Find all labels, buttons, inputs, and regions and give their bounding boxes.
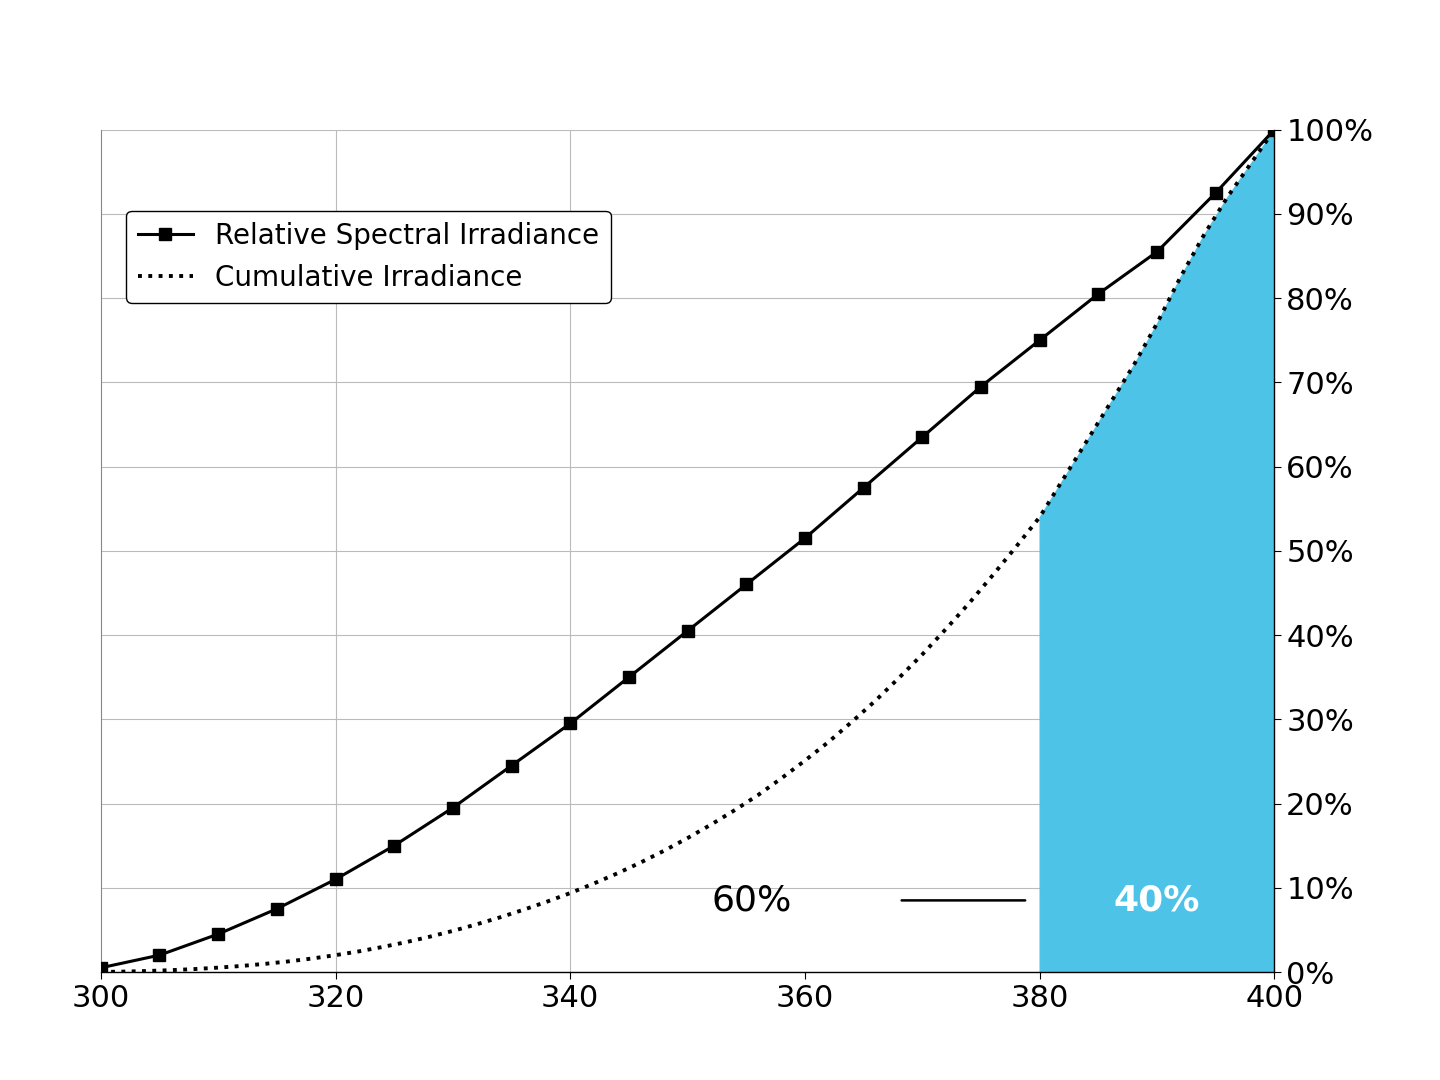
Relative Spectral Irradiance: [796, 531, 814, 544]
Relative Spectral Irradiance: [621, 671, 638, 684]
Relative Spectral Irradiance: [1207, 187, 1224, 200]
Relative Spectral Irradiance: [680, 624, 697, 637]
Cumulative Irradiance: [468, 918, 485, 931]
Relative Spectral Irradiance: [1031, 334, 1048, 347]
Cumulative Irradiance: [937, 623, 955, 636]
Relative Spectral Irradiance: [268, 903, 285, 916]
Relative Spectral Irradiance: [1090, 287, 1107, 300]
Relative Spectral Irradiance: [445, 801, 462, 814]
Relative Spectral Irradiance: [151, 948, 168, 961]
Relative Spectral Irradiance: [1266, 123, 1283, 136]
Relative Spectral Irradiance: [914, 431, 932, 444]
Relative Spectral Irradiance: [92, 961, 109, 974]
Relative Spectral Irradiance: [855, 482, 873, 495]
Relative Spectral Irradiance: [972, 380, 989, 393]
Line: Relative Spectral Irradiance: Relative Spectral Irradiance: [95, 123, 1280, 974]
Cumulative Irradiance: [867, 694, 884, 707]
Relative Spectral Irradiance: [503, 759, 520, 772]
Cumulative Irradiance: [92, 966, 109, 978]
Cumulative Irradiance: [445, 924, 462, 937]
Relative Spectral Irradiance: [210, 928, 228, 941]
Cumulative Irradiance: [1266, 123, 1283, 136]
Relative Spectral Irradiance: [562, 717, 579, 730]
Text: 40%: 40%: [1115, 883, 1200, 917]
Cumulative Irradiance: [1243, 157, 1260, 170]
Relative Spectral Irradiance: [1149, 245, 1166, 258]
Relative Spectral Irradiance: [386, 839, 403, 852]
Cumulative Irradiance: [350, 945, 367, 958]
Legend: Relative Spectral Irradiance, Cumulative Irradiance: Relative Spectral Irradiance, Cumulative…: [127, 211, 611, 303]
Text: 60%: 60%: [711, 883, 792, 917]
Relative Spectral Irradiance: [737, 578, 755, 591]
Line: Cumulative Irradiance: Cumulative Irradiance: [101, 130, 1274, 972]
Relative Spectral Irradiance: [327, 873, 344, 886]
